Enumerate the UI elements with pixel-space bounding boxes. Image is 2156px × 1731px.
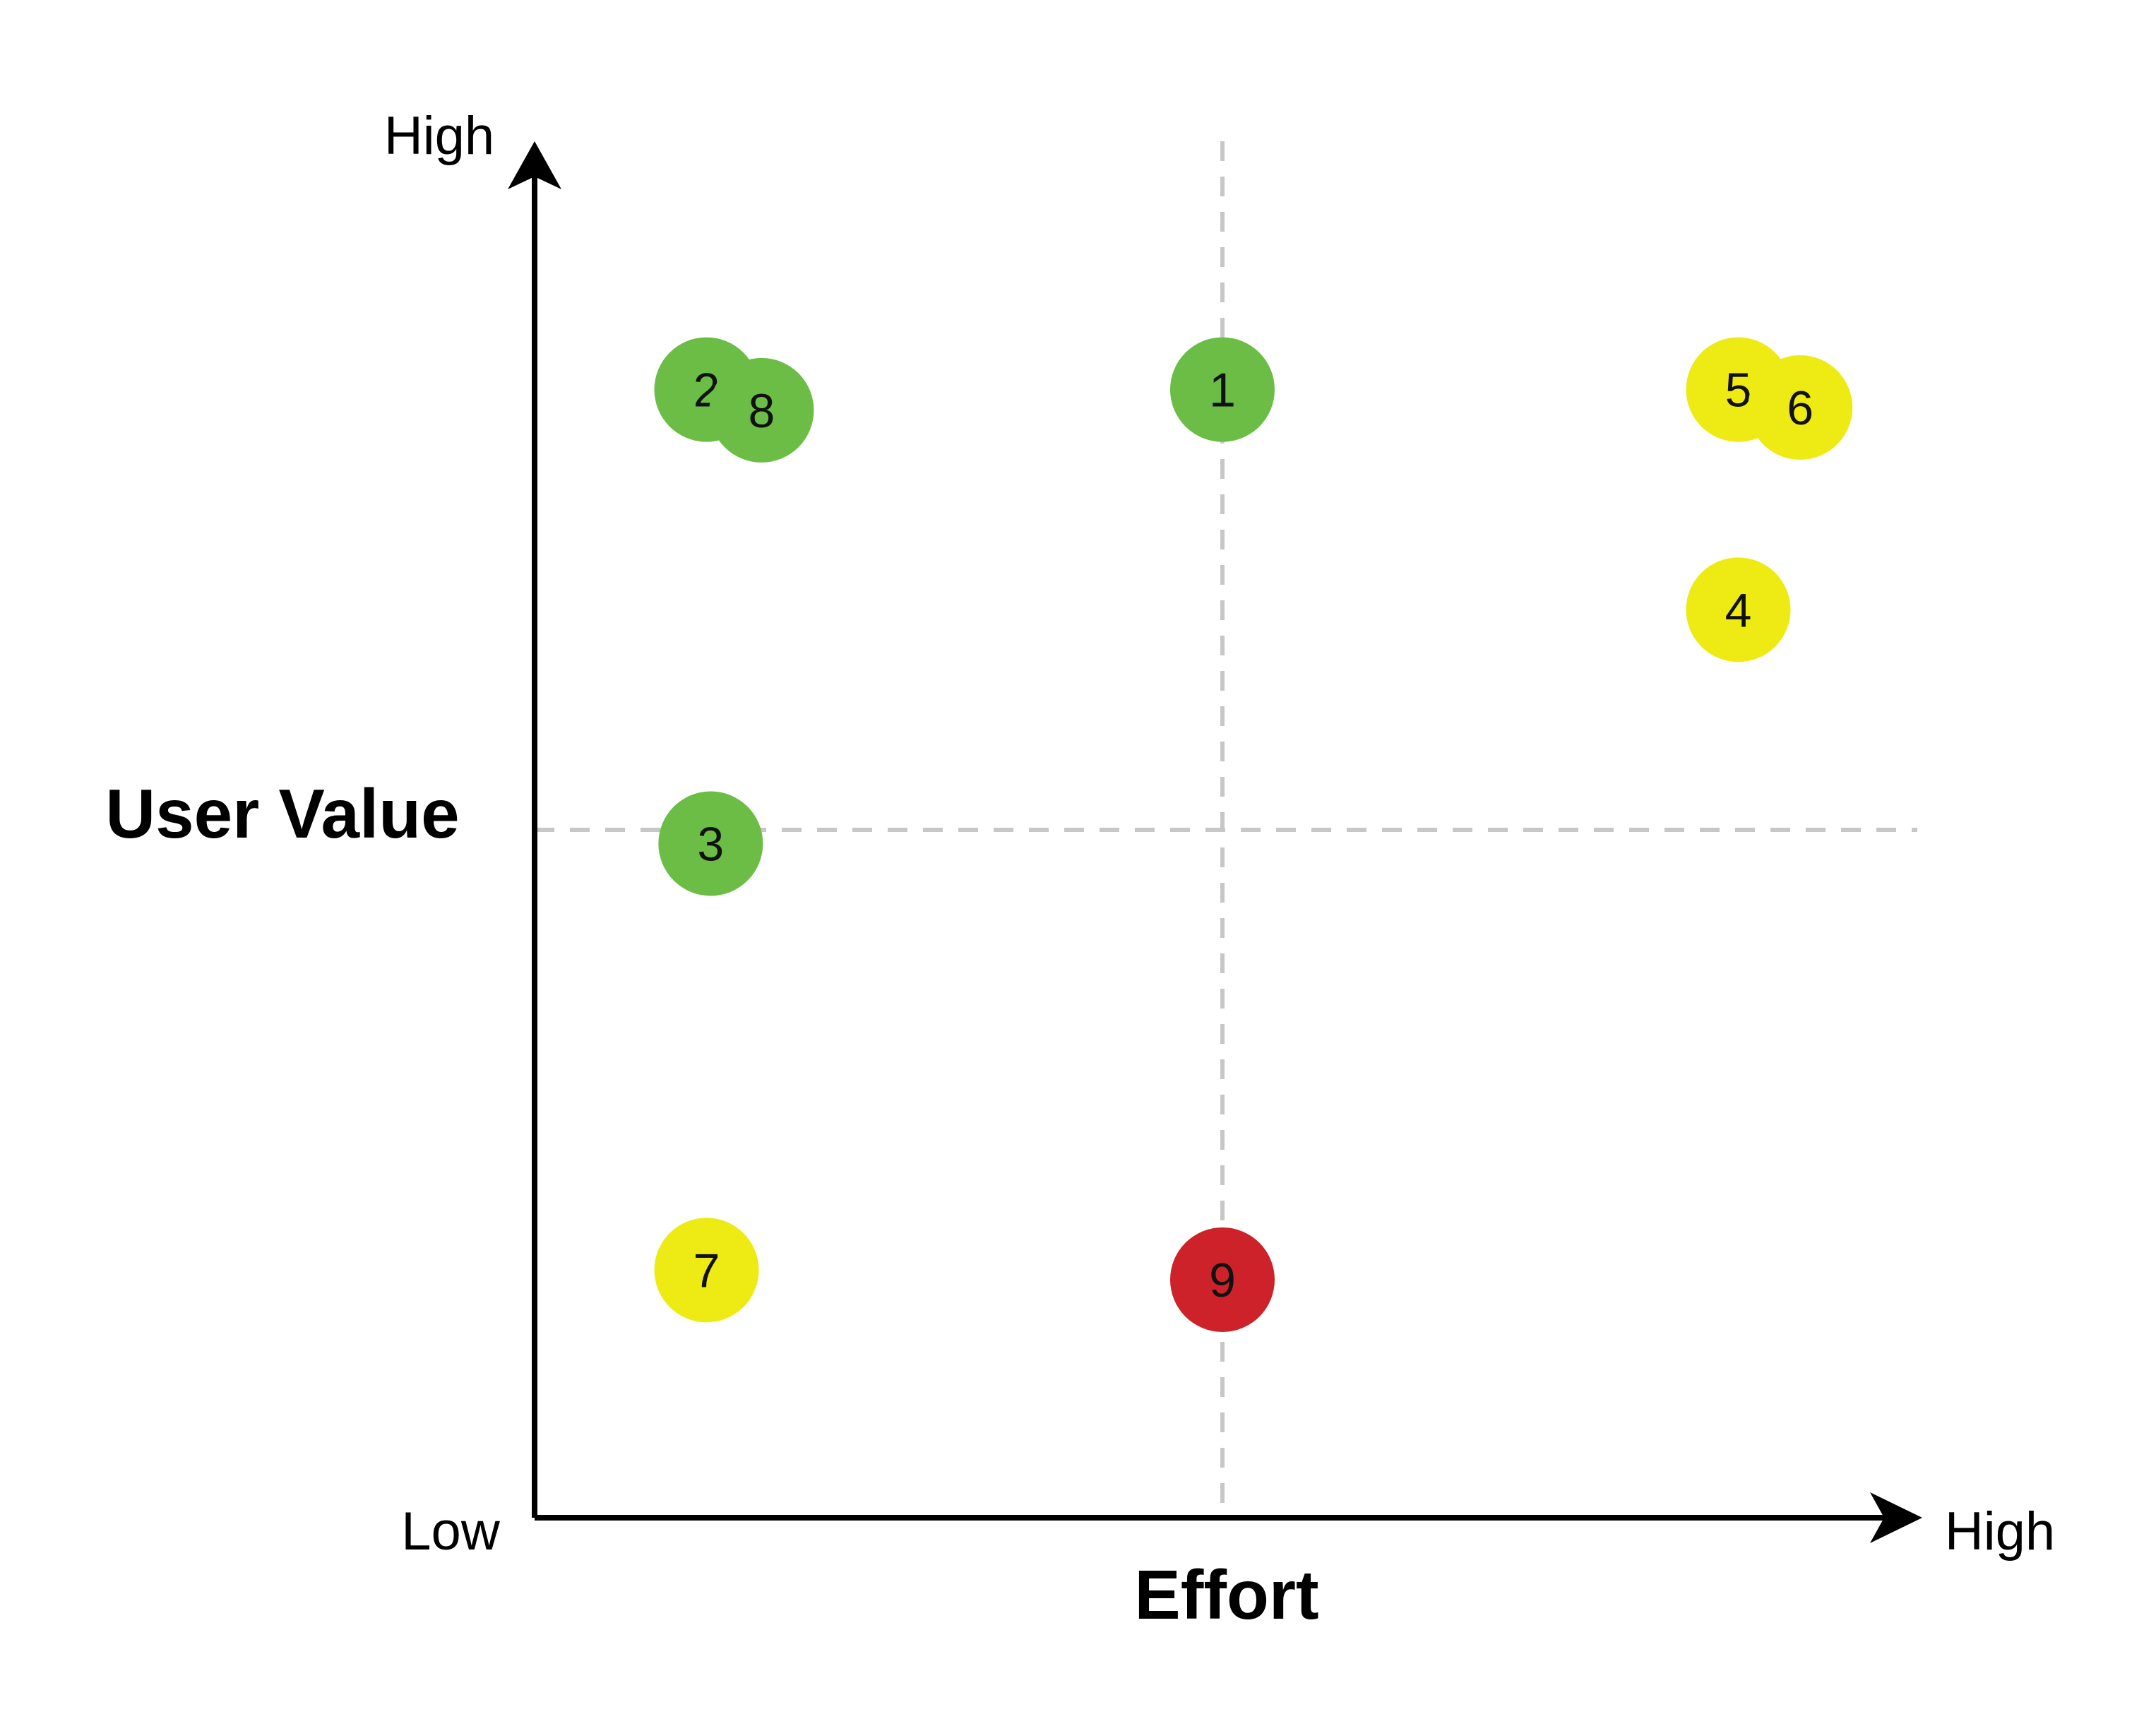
data-points-group: 12 835 647 9 xyxy=(654,337,1853,1332)
data-point-marker xyxy=(1170,1227,1275,1332)
x-axis-arrowhead xyxy=(1870,1492,1922,1543)
data-point-3: 3 xyxy=(658,791,763,896)
data-point-label: 9 xyxy=(1209,1254,1236,1307)
data-point-label: 5 xyxy=(1725,364,1752,417)
data-point-label: 8 xyxy=(749,384,775,438)
data-point-8: 8 xyxy=(709,357,814,463)
data-point-marker xyxy=(1170,337,1275,442)
y-axis-high-label: High xyxy=(384,106,494,166)
data-point-marker xyxy=(1748,355,1853,460)
data-point-label: 6 xyxy=(1787,381,1813,435)
y-axis-title: User Value xyxy=(105,775,459,852)
data-point-marker xyxy=(709,357,814,463)
data-point-9: 9 xyxy=(1170,1227,1275,1332)
data-point-label: 3 xyxy=(697,817,724,871)
x-axis-high-label: High xyxy=(1945,1501,2055,1562)
data-point-4: 4 xyxy=(1686,557,1791,662)
data-point-1: 1 xyxy=(1170,337,1275,442)
y-axis-arrowhead xyxy=(508,141,561,189)
data-point-label: 7 xyxy=(693,1244,720,1297)
x-axis-low-label: Low xyxy=(401,1501,501,1562)
data-point-marker xyxy=(658,791,763,896)
data-point-label: 1 xyxy=(1209,364,1236,417)
data-point-marker xyxy=(654,1218,759,1323)
data-point-7: 7 xyxy=(654,1218,759,1323)
data-point-marker xyxy=(1686,557,1791,662)
data-point-6: 6 xyxy=(1748,355,1853,460)
x-axis-title: Effort xyxy=(1134,1556,1318,1634)
data-point-label: 4 xyxy=(1725,583,1752,637)
